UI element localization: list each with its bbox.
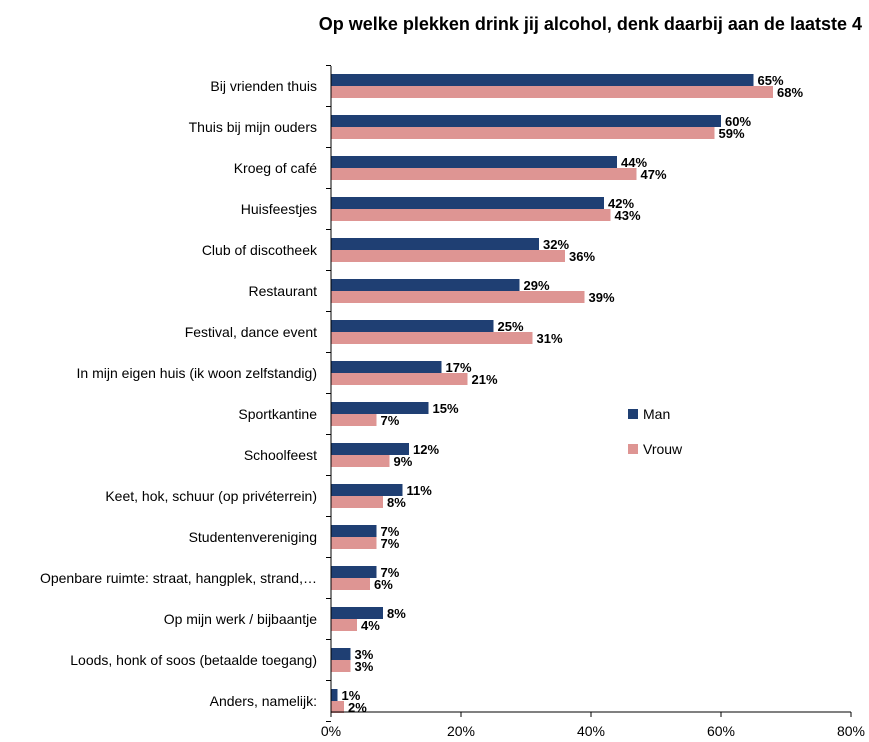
category-label: Festival, dance event: [185, 324, 317, 340]
category-label: Op mijn werk / bijbaantje: [164, 611, 318, 627]
bar-man: [331, 279, 520, 291]
category-label: Huisfeestjes: [241, 201, 317, 217]
bar-vrouw: [331, 373, 468, 385]
bar-vrouw: [331, 332, 533, 344]
bar-man: [331, 648, 351, 660]
data-label: 1%: [342, 688, 361, 703]
data-label: 7%: [381, 524, 400, 539]
data-label: 21%: [472, 372, 498, 387]
data-label: 12%: [413, 442, 439, 457]
category-label: Restaurant: [249, 283, 318, 299]
data-label: 39%: [589, 290, 615, 305]
bar-vrouw: [331, 250, 565, 262]
x-tick-label: 60%: [707, 723, 735, 739]
x-tick-label: 20%: [447, 723, 475, 739]
chart-title: Op welke plekken drink jij alcohol, denk…: [319, 14, 862, 34]
category-label: Openbare ruimte: straat, hangplek, stran…: [40, 570, 317, 586]
data-label: 3%: [355, 659, 374, 674]
bar-vrouw: [331, 127, 715, 139]
data-label: 32%: [543, 237, 569, 252]
data-label: 3%: [355, 647, 374, 662]
legend: Man Vrouw: [628, 406, 683, 457]
data-label: 7%: [381, 536, 400, 551]
data-label: 31%: [537, 331, 563, 346]
data-label: 17%: [446, 360, 472, 375]
bar-vrouw: [331, 578, 370, 590]
category-label: Kroeg of café: [234, 160, 317, 176]
data-label: 4%: [361, 618, 380, 633]
category-label: Loods, honk of soos (betaalde toegang): [70, 652, 317, 668]
bar-man: [331, 689, 338, 701]
data-label: 59%: [719, 126, 745, 141]
bar-man: [331, 566, 377, 578]
data-label: 47%: [641, 167, 667, 182]
category-label: Keet, hok, schuur (op privéterrein): [105, 488, 317, 504]
bar-man: [331, 156, 617, 168]
bar-man: [331, 115, 721, 127]
bar-man: [331, 607, 383, 619]
category-label: Schoolfeest: [244, 447, 317, 463]
bar-vrouw: [331, 455, 390, 467]
bar-vrouw: [331, 537, 377, 549]
data-label: 11%: [407, 483, 433, 498]
bar-man: [331, 320, 494, 332]
bar-man: [331, 197, 604, 209]
category-label: In mijn eigen huis (ik woon zelfstandig): [77, 365, 317, 381]
data-label: 15%: [433, 401, 459, 416]
bar-man: [331, 443, 409, 455]
legend-label-man: Man: [643, 406, 670, 422]
bars: [331, 74, 773, 713]
data-label: 7%: [381, 413, 400, 428]
data-labels: 65%68% 60%59% 44%47% 42%43% 32%36% 29% 39% 25% 3…: [342, 73, 804, 715]
data-label: 36%: [569, 249, 595, 264]
data-label: 6%: [374, 577, 393, 592]
bar-man: [331, 402, 429, 414]
legend-swatch-man: [628, 409, 638, 419]
bar-man: [331, 525, 377, 537]
category-labels: Bij vrienden thuis Thuis bij mijn ouders K…: [40, 78, 318, 709]
x-tick-label: 40%: [577, 723, 605, 739]
data-label: 29%: [524, 278, 550, 293]
category-label: Sportkantine: [238, 406, 317, 422]
data-label: 44%: [621, 155, 647, 170]
bar-vrouw: [331, 86, 773, 98]
data-label: 8%: [387, 606, 406, 621]
data-label: 42%: [608, 196, 634, 211]
category-label: Anders, namelijk:: [210, 693, 317, 709]
bar-vrouw: [331, 209, 611, 221]
data-label: 68%: [777, 85, 803, 100]
bar-vrouw: [331, 168, 637, 180]
axes: 0% 20% 40% 60% 80%: [321, 65, 865, 739]
bar-vrouw: [331, 701, 344, 713]
bar-man: [331, 361, 442, 373]
bar-vrouw: [331, 414, 377, 426]
bar-vrouw: [331, 496, 383, 508]
data-label: 8%: [387, 495, 406, 510]
bar-man: [331, 74, 754, 86]
data-label: 2%: [348, 700, 367, 715]
bar-man: [331, 238, 539, 250]
data-label: 7%: [381, 565, 400, 580]
legend-label-vrouw: Vrouw: [643, 441, 683, 457]
data-label: 60%: [725, 114, 751, 129]
category-label: Bij vrienden thuis: [210, 78, 317, 94]
bar-vrouw: [331, 619, 357, 631]
data-label: 65%: [758, 73, 784, 88]
bar-vrouw: [331, 660, 351, 672]
data-label: 9%: [394, 454, 413, 469]
data-label: 25%: [498, 319, 524, 334]
category-label: Studentenvereniging: [189, 529, 317, 545]
bar-man: [331, 484, 403, 496]
data-label: 43%: [615, 208, 641, 223]
x-tick-label: 0%: [321, 723, 341, 739]
category-label: Thuis bij mijn ouders: [189, 119, 317, 135]
category-label: Club of discotheek: [202, 242, 318, 258]
x-tick-label: 80%: [837, 723, 865, 739]
bar-vrouw: [331, 291, 585, 303]
legend-swatch-vrouw: [628, 444, 638, 454]
